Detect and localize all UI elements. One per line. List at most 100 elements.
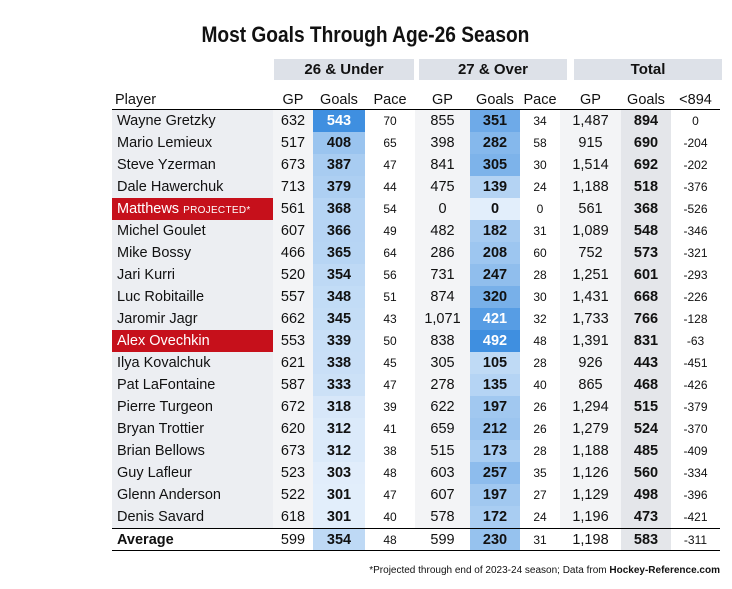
- average-o27-goals: 230: [470, 528, 520, 551]
- player-name: Steve Yzerman: [112, 154, 273, 176]
- cell-diff: 0: [692, 114, 699, 128]
- player-name-text: Brian Bellows: [117, 443, 205, 459]
- cell-o27-goals: 0: [470, 198, 520, 220]
- player-name-text: Guy Lafleur: [117, 465, 192, 481]
- cell-u26-gp: 553: [273, 330, 313, 352]
- cell-total-goals: 668: [621, 286, 671, 308]
- cell-u26-goals: 365: [313, 242, 365, 264]
- table-body: Wayne Gretzky 632 543 70 855 351 34 1,487 894 0 Ma…: [112, 109, 720, 529]
- cell-o27-pace: 26: [533, 422, 547, 436]
- cell-o27-pace: 30: [533, 158, 547, 172]
- cell-o27-goals: 135: [470, 374, 520, 396]
- cell-o27-gp: 278: [415, 374, 470, 396]
- cell-u26-pace: 47: [383, 158, 397, 172]
- cell-u26-goals: 379: [313, 176, 365, 198]
- table-row: Luc Robitaille 557 348 51 874 320 30 1,431 668 -2…: [112, 286, 720, 308]
- cell-o27-pace: 28: [533, 356, 547, 370]
- player-name: Brian Bellows: [112, 440, 273, 462]
- cell-total-gp: 1,733: [560, 308, 621, 330]
- average-diff: -311: [671, 528, 720, 551]
- footnote: *Projected through end of 2023-24 season…: [369, 565, 720, 576]
- player-name-text: Steve Yzerman: [117, 157, 216, 173]
- cell-o27-goals: 139: [470, 176, 520, 198]
- player-name-text: Mario Lemieux: [117, 135, 213, 151]
- cell-o27-pace: 27: [533, 488, 547, 502]
- player-name-text: Michel Goulet: [117, 223, 206, 239]
- cell-o27-pace: 32: [533, 312, 547, 326]
- cell-o27-gp: 838: [415, 330, 470, 352]
- cell-total-goals: 573: [621, 242, 671, 264]
- player-name-text: Glenn Anderson: [117, 487, 221, 503]
- cell-o27-gp: 659: [415, 418, 470, 440]
- cell-u26-gp: 523: [273, 462, 313, 484]
- cell-total-gp: 865: [560, 374, 621, 396]
- cell-u26-gp: 522: [273, 484, 313, 506]
- cell-o27-pace: 48: [533, 334, 547, 348]
- cell-u26-pace: 38: [383, 444, 397, 458]
- table-row: Dale Hawerchuk 713 379 44 475 139 24 1,188 518 -3…: [112, 176, 720, 198]
- table-row: Alex Ovechkin 553 339 50 838 492 48 1,391 831 -63: [112, 330, 720, 352]
- footnote-source: Hockey-Reference.com: [609, 565, 720, 576]
- table-row: Jaromir Jagr 662 345 43 1,071 421 32 1,733 766 -1…: [112, 308, 720, 330]
- group-header-27-over: 27 & Over: [419, 59, 567, 80]
- cell-u26-pace: 39: [383, 400, 397, 414]
- average-o27-pace: 31: [520, 528, 560, 551]
- average-row: Average 599 354 48 599 230 31 1,198 583 …: [112, 528, 720, 551]
- cell-diff: -204: [683, 136, 708, 150]
- table-row: Pierre Turgeon 672 318 39 622 197 26 1,294 515 -3…: [112, 396, 720, 418]
- group-header-total: Total: [574, 59, 722, 80]
- cell-total-gp: 1,089: [560, 220, 621, 242]
- cell-o27-gp: 607: [415, 484, 470, 506]
- table-row: Ilya Kovalchuk 621 338 45 305 105 28 926 443 -451: [112, 352, 720, 374]
- chart-title: Most Goals Through Age-26 Season: [201, 22, 530, 47]
- table-row: Wayne Gretzky 632 543 70 855 351 34 1,487 894 0: [112, 109, 720, 132]
- cell-u26-pace: 56: [383, 268, 397, 282]
- cell-diff: -526: [683, 202, 708, 216]
- cell-o27-gp: 622: [415, 396, 470, 418]
- player-name: Luc Robitaille: [112, 286, 273, 308]
- cell-o27-pace: 28: [533, 444, 547, 458]
- cell-o27-goals: 197: [470, 396, 520, 418]
- cell-diff: -426: [683, 378, 708, 392]
- cell-u26-goals: 387: [313, 154, 365, 176]
- cell-o27-gp: 841: [415, 154, 470, 176]
- cell-o27-pace: 35: [533, 466, 547, 480]
- player-name-text: Mike Bossy: [117, 245, 192, 261]
- average-total-goals: 583: [621, 528, 671, 551]
- cell-total-goals: 601: [621, 264, 671, 286]
- cell-total-goals: 560: [621, 462, 671, 484]
- cell-u26-goals: 312: [313, 418, 365, 440]
- col-header-u26-gp: GP: [273, 84, 313, 110]
- player-name: Wayne Gretzky: [112, 109, 273, 132]
- cell-o27-pace: 34: [533, 114, 547, 128]
- cell-total-goals: 368: [621, 198, 671, 220]
- cell-u26-goals: 318: [313, 396, 365, 418]
- cell-u26-goals: 345: [313, 308, 365, 330]
- cell-total-gp: 1,391: [560, 330, 621, 352]
- cell-diff: -370: [683, 422, 708, 436]
- cell-u26-goals: 333: [313, 374, 365, 396]
- average-u26-gp: 599: [273, 528, 313, 551]
- cell-o27-goals: 208: [470, 242, 520, 264]
- cell-total-gp: 1,129: [560, 484, 621, 506]
- cell-total-gp: 1,487: [560, 109, 621, 132]
- cell-u26-goals: 368: [313, 198, 365, 220]
- cell-u26-goals: 543: [313, 109, 365, 132]
- group-header-26-under: 26 & Under: [274, 59, 414, 80]
- cell-o27-goals: 320: [470, 286, 520, 308]
- cell-o27-goals: 247: [470, 264, 520, 286]
- cell-diff: -376: [683, 180, 708, 194]
- player-name-text: Wayne Gretzky: [117, 113, 216, 129]
- cell-u26-goals: 301: [313, 484, 365, 506]
- average-u26-pace: 48: [365, 528, 415, 551]
- table-row: Denis Savard 618 301 40 578 172 24 1,196 473 -421: [112, 506, 720, 529]
- cell-u26-gp: 607: [273, 220, 313, 242]
- cell-o27-goals: 257: [470, 462, 520, 484]
- cell-o27-goals: 492: [470, 330, 520, 352]
- cell-o27-pace: 28: [533, 268, 547, 282]
- col-header-o27-pace: Pace: [520, 84, 560, 110]
- cell-diff: -293: [683, 268, 708, 282]
- col-header-u26-pace: Pace: [365, 84, 415, 110]
- cell-u26-goals: 301: [313, 506, 365, 529]
- footnote-text: *Projected through end of 2023-24 season…: [369, 565, 610, 576]
